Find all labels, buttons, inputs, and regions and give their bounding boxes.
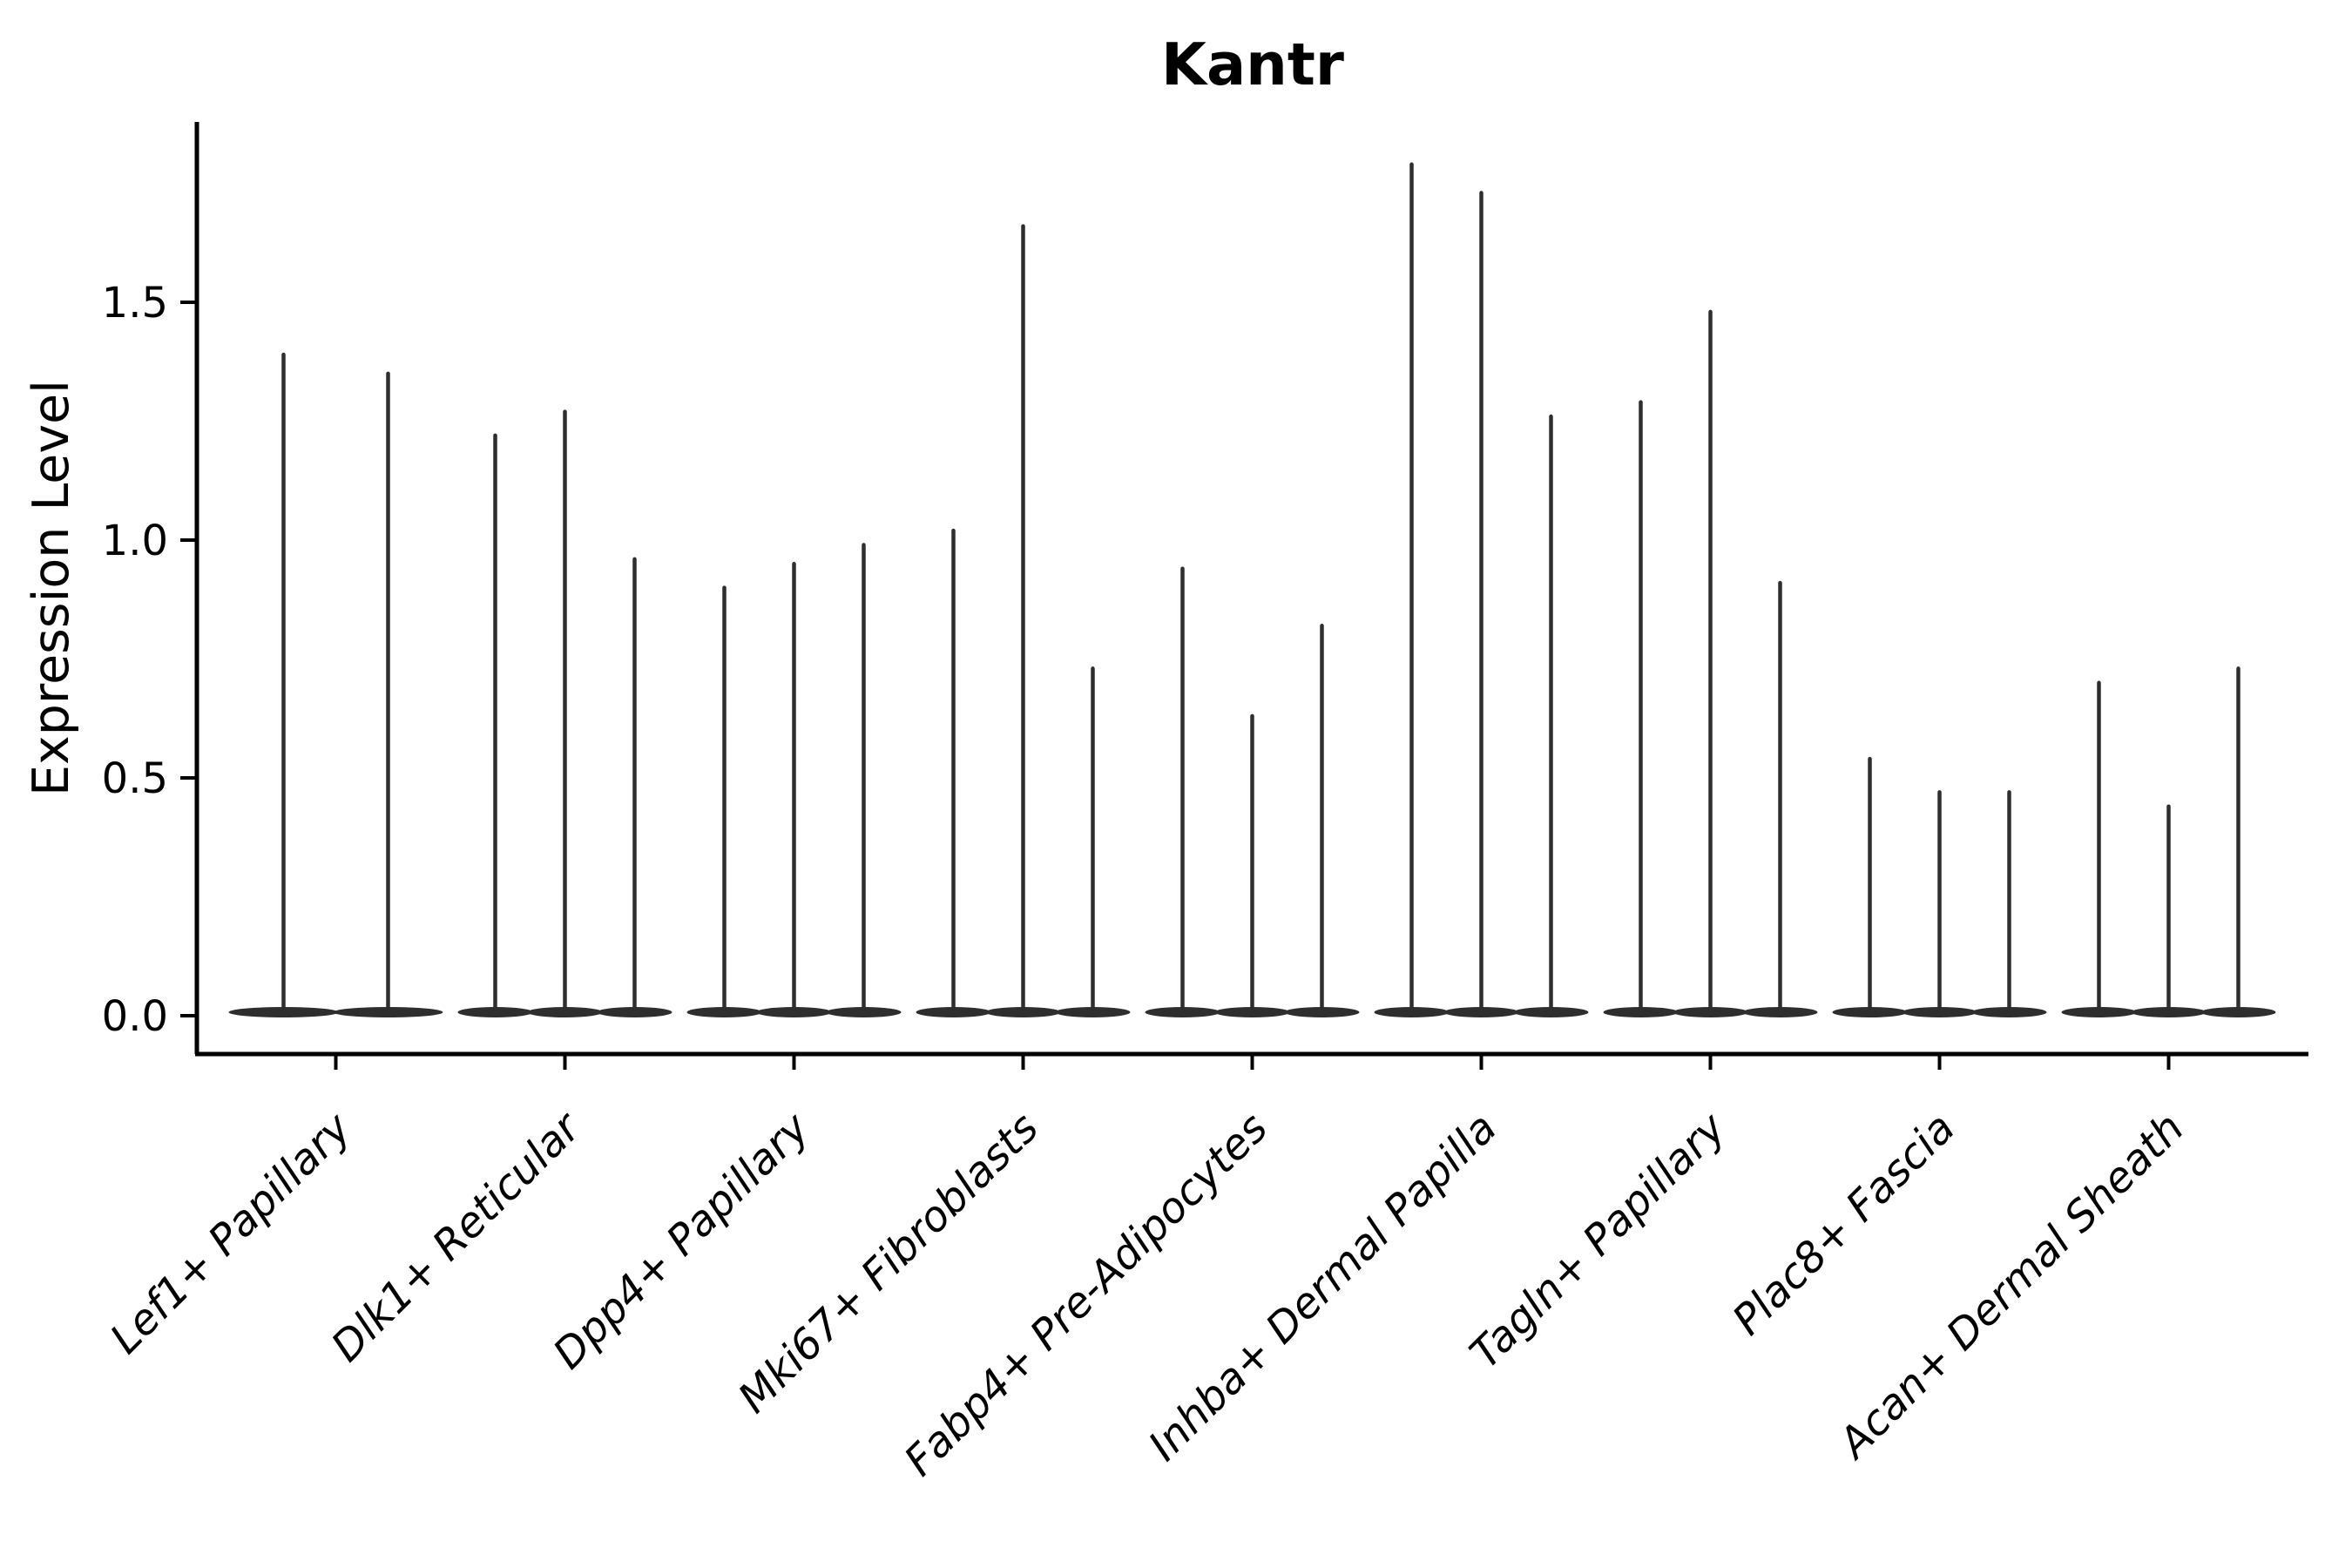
x-tick-label: Dlk1+ Reticular [322,1102,592,1372]
x-tick-label: Fabp4+ Pre-Adipocytes [895,1104,1277,1486]
y-axis-label: Expression Level [23,380,80,796]
y-tick-label: 1.5 [102,279,168,328]
x-tick-label: Plac8+ Fascia [1723,1104,1964,1345]
y-tick-label: 1.0 [102,517,168,565]
x-tick-label: Tagln+ Papillary [1461,1103,1736,1378]
x-tick-label: Lef1+ Papillary [101,1103,362,1363]
y-tick-label: 0.0 [102,992,168,1041]
axes-layer [180,122,2308,1070]
violins-layer [228,162,2276,1017]
x-tick-label: Dpp4+ Papillary [544,1103,819,1378]
y-tick-label: 0.5 [102,754,168,803]
chart-title: Kantr [1161,30,1344,98]
